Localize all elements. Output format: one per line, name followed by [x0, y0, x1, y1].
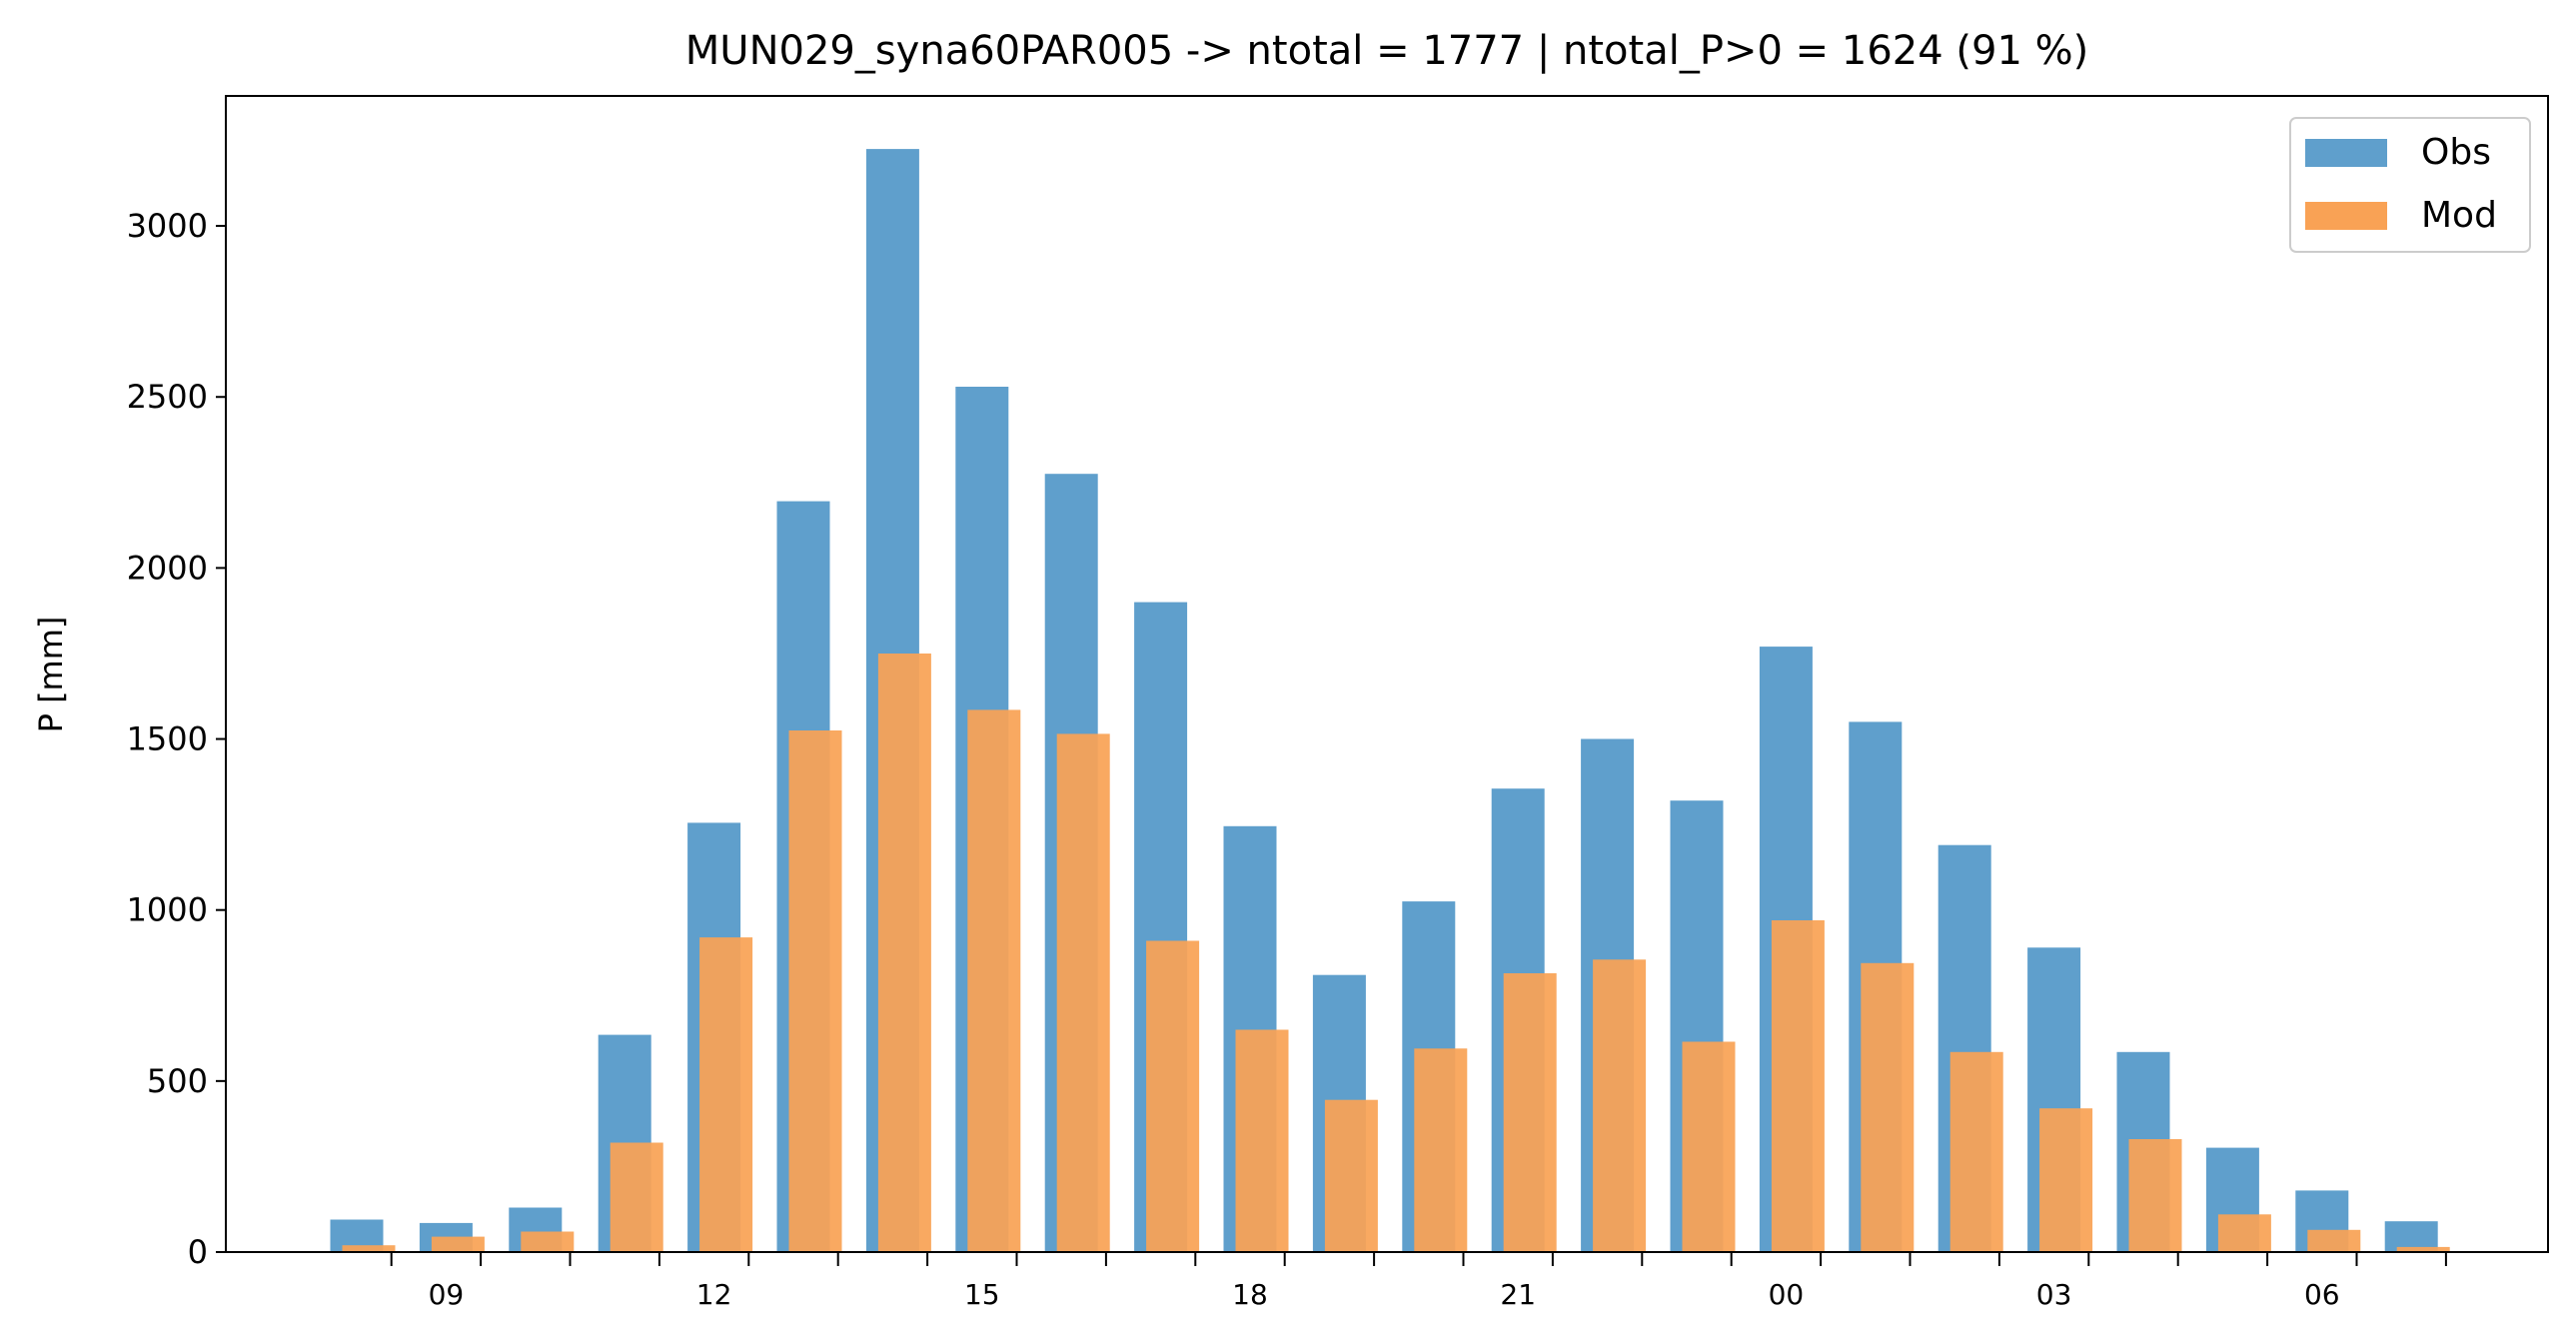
bar-mod-04 — [2128, 1139, 2182, 1252]
bar-mod-12 — [699, 937, 753, 1252]
legend-label-mod: Mod — [2421, 195, 2497, 236]
x-tick-label: 15 — [964, 1278, 1000, 1311]
bar-mod-15 — [967, 709, 1021, 1252]
bar-mod-00 — [1771, 920, 1825, 1252]
y-axis: 0 500 1000 1500 2000 2500 3000 — [127, 207, 226, 1271]
y-tick-label: 3000 — [127, 207, 208, 245]
bar-obs-07 — [2384, 1221, 2438, 1252]
bar-mod-16 — [1056, 733, 1110, 1252]
bar-mod-03 — [2039, 1108, 2093, 1252]
bar-mod-11 — [610, 1142, 663, 1252]
legend-swatch-mod — [2305, 202, 2387, 230]
y-tick-label: 2000 — [127, 549, 208, 587]
x-tick-label: 21 — [1500, 1278, 1536, 1311]
x-axis: 09 12 15 18 21 00 03 06 — [390, 1252, 2447, 1311]
bar-mod-22 — [1593, 959, 1647, 1252]
bar-mod-07 — [2396, 1246, 2450, 1252]
plot-frame — [225, 95, 2549, 1253]
bar-mod-18 — [1235, 1029, 1289, 1252]
y-tick-label: 0 — [188, 1233, 208, 1271]
x-tick-label: 18 — [1232, 1278, 1268, 1311]
bar-mod-08 — [342, 1245, 396, 1252]
y-axis-label: P [mm] — [32, 617, 70, 733]
y-tick-label: 500 — [147, 1062, 208, 1100]
legend: Obs Mod — [2289, 117, 2531, 253]
x-tick-label: 06 — [2304, 1278, 2340, 1311]
bar-mod-09 — [431, 1236, 485, 1252]
x-tick-label: 12 — [696, 1278, 732, 1311]
bar-mod-06 — [2307, 1229, 2361, 1253]
bar-mod-02 — [1949, 1051, 2003, 1253]
bar-mod-23 — [1682, 1041, 1736, 1252]
mod-bars — [342, 654, 2450, 1253]
bar-mod-19 — [1324, 1099, 1378, 1252]
bar-mod-05 — [2217, 1214, 2271, 1252]
bar-mod-21 — [1503, 973, 1557, 1252]
x-tick-label: 03 — [2036, 1278, 2072, 1311]
bar-mod-20 — [1414, 1048, 1468, 1252]
bar-mod-14 — [877, 654, 931, 1252]
bar-mod-13 — [788, 730, 842, 1252]
chart-title: MUN029_syna60PAR005 -> ntotal = 1777 | n… — [685, 28, 2088, 74]
bar-mod-17 — [1146, 940, 1200, 1252]
obs-bars — [330, 149, 2438, 1253]
legend-swatch-obs — [2305, 139, 2387, 167]
x-tick-label: 00 — [1769, 1278, 1805, 1311]
y-tick-label: 2500 — [127, 378, 208, 416]
y-tick-label: 1000 — [127, 891, 208, 929]
bar-mod-10 — [521, 1231, 575, 1252]
legend-label-obs: Obs — [2421, 132, 2491, 173]
y-tick-label: 1500 — [127, 720, 208, 758]
bar-mod-01 — [1861, 962, 1915, 1253]
x-tick-label: 09 — [429, 1278, 465, 1311]
